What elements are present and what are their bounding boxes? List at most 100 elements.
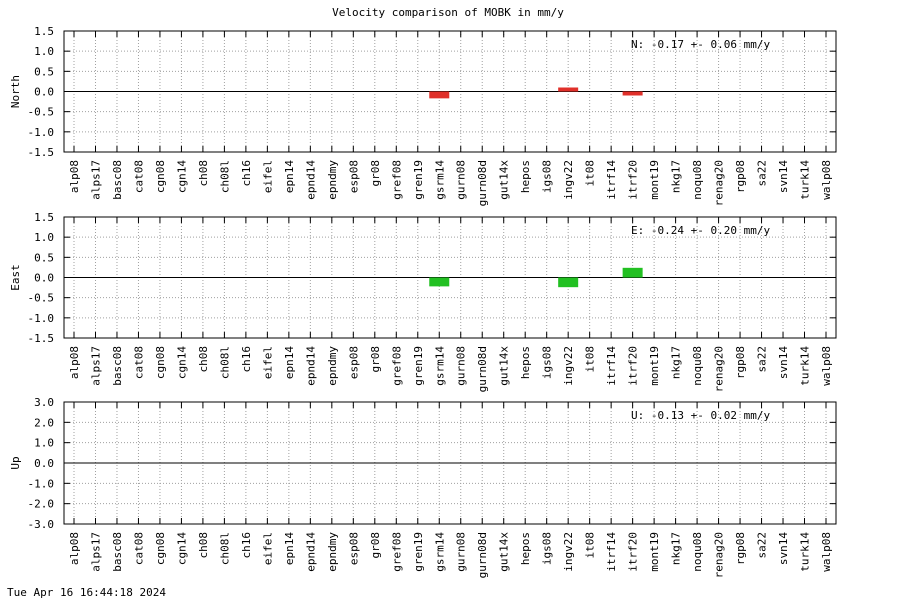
y-tick-label: 3.0 [34, 396, 54, 409]
x-tick-label: nkg17 [670, 160, 683, 193]
x-tick-label: gsrm14 [433, 532, 446, 572]
x-tick-label: esp08 [347, 532, 360, 565]
x-tick-label: itrf20 [627, 160, 640, 200]
x-tick-label: itrf20 [627, 532, 640, 572]
x-tick-label: gurn08d [476, 532, 489, 578]
x-tick-label: mont19 [648, 346, 661, 386]
y-tick-label: 0.5 [34, 65, 54, 78]
x-tick-label: cgn14 [175, 346, 188, 379]
chart-panels: 1.5 1.0 0.5 0.0 -0.5 -1.0 -1.5 alp08 alps17 basc0… [9, 25, 837, 578]
x-tick-label: gut14x [498, 346, 511, 386]
plot-frame [63, 30, 837, 153]
x-tick-label: hepos [519, 532, 532, 565]
x-tick-label: igs08 [541, 346, 554, 379]
x-tick-label: epn14 [283, 532, 296, 565]
bar-north-gsrm14 [429, 91, 450, 99]
x-tick-label: gr08 [369, 346, 382, 373]
x-tick-label: ingv22 [562, 346, 575, 386]
x-tick-label: walp08 [820, 346, 833, 386]
x-tick-label: sa22 [756, 160, 769, 187]
x-tick-label: svn14 [777, 160, 790, 193]
x-tick-label: alps17 [89, 532, 102, 572]
x-tick-label: epn14 [283, 346, 296, 379]
x-tick-label: gref08 [390, 532, 403, 572]
plot-frame [63, 401, 837, 525]
x-tick-label: ingv22 [562, 160, 575, 200]
x-tick-label: basc08 [111, 160, 124, 200]
x-tick-label: gsrm14 [433, 346, 446, 386]
x-tick-label: gut14x [498, 160, 511, 200]
bar-north-itrf20 [622, 91, 643, 96]
x-tick-label: itrf14 [605, 160, 618, 200]
y-tick-label: -1.5 [28, 146, 55, 159]
x-tick-label: cgn08 [154, 532, 167, 565]
x-tick-label: hepos [519, 160, 532, 193]
x-tick-label: svn14 [777, 346, 790, 379]
panel-annotation: E: -0.24 +- 0.20 mm/y [631, 224, 770, 237]
bar-east-ingv22 [558, 277, 579, 288]
y-tick-label: -0.5 [28, 106, 55, 119]
bar-north-ingv22 [558, 87, 579, 92]
x-tick-label: nkg17 [670, 532, 683, 565]
bar-east-itrf20 [622, 267, 643, 278]
x-tick-label: it08 [584, 532, 597, 559]
x-tick-label: sa22 [756, 346, 769, 373]
x-tick-label: cgn14 [175, 160, 188, 193]
x-tick-label: mont19 [648, 532, 661, 572]
y-tick-label: 1.0 [34, 437, 54, 450]
x-tick-label: ch08 [197, 532, 210, 559]
x-tick-label: eifel [261, 346, 274, 379]
panel-annotation: U: -0.13 +- 0.02 mm/y [631, 409, 770, 422]
x-tick-label: ch08l [218, 160, 231, 193]
y-axis-label: Up [9, 456, 22, 469]
y-tick-label: -1.0 [28, 126, 55, 139]
x-tick-label: ch16 [240, 346, 253, 373]
x-tick-label: svn14 [777, 532, 790, 565]
x-tick-label: eifel [261, 160, 274, 193]
x-tick-label: esp08 [347, 346, 360, 379]
x-tick-label: basc08 [111, 346, 124, 386]
x-tick-label: epnd14 [304, 532, 317, 572]
x-tick-label: rgp08 [734, 532, 747, 565]
x-tick-label: cat08 [132, 532, 145, 565]
x-tick-label: cat08 [132, 160, 145, 193]
x-tick-label: itrf14 [605, 346, 618, 386]
x-tick-label: alp08 [68, 346, 81, 379]
x-tick-label: cgn08 [154, 160, 167, 193]
x-tick-label: gurn08 [455, 160, 468, 200]
y-tick-label: 1.0 [34, 231, 54, 244]
x-tick-label: itrf14 [605, 532, 618, 572]
x-tick-label: nkg17 [670, 346, 683, 379]
x-tick-label: gr08 [369, 160, 382, 187]
x-tick-label: hepos [519, 346, 532, 379]
x-tick-label: cgn14 [175, 532, 188, 565]
x-tick-label: ch16 [240, 160, 253, 187]
x-tick-label: epndmy [326, 532, 339, 572]
y-tick-label: -1.0 [28, 312, 55, 325]
x-tick-label: gurn08d [476, 160, 489, 206]
y-tick-label: 0.5 [34, 251, 54, 264]
x-tick-label: renag20 [713, 532, 726, 578]
x-tick-label: rgp08 [734, 160, 747, 193]
x-tick-label: gr08 [369, 532, 382, 559]
x-tick-label: turk14 [799, 160, 812, 200]
x-tick-label: noqu08 [691, 532, 704, 572]
x-tick-label: mont19 [648, 160, 661, 200]
x-tick-label: gurn08 [455, 346, 468, 386]
y-tick-label: 1.5 [34, 25, 54, 38]
x-tick-label: itrf20 [627, 346, 640, 386]
chart-title: Velocity comparison of MOBK in mm/y [332, 6, 564, 19]
panel-annotation: N: -0.17 +- 0.06 mm/y [631, 38, 770, 51]
x-tick-label: ch08l [218, 346, 231, 379]
x-tick-label: epn14 [283, 160, 296, 193]
x-tick-label: epnd14 [304, 160, 317, 200]
x-tick-label: alps17 [89, 346, 102, 386]
x-tick-label: esp08 [347, 160, 360, 193]
y-tick-label: 0.0 [34, 86, 54, 99]
x-tick-label: walp08 [820, 160, 833, 200]
bar-east-gsrm14 [429, 277, 450, 287]
x-tick-label: renag20 [713, 346, 726, 392]
x-tick-label: rgp08 [734, 346, 747, 379]
y-tick-label: -3.0 [28, 518, 55, 531]
x-tick-label: walp08 [820, 532, 833, 572]
